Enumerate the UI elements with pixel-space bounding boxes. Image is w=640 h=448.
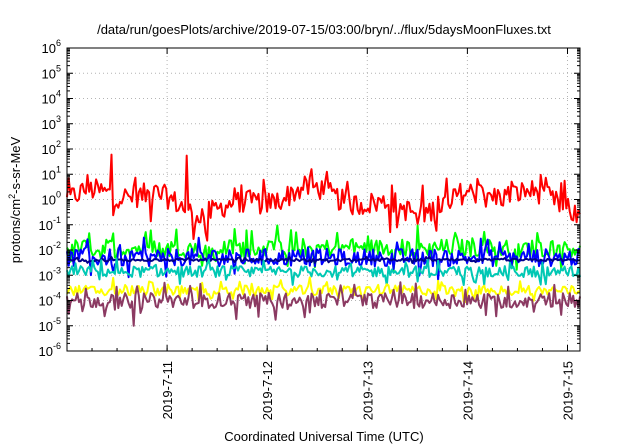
y-tick-label: 10-6: [39, 341, 61, 359]
x-tick-label: 2019-7-12: [260, 361, 275, 420]
series-line: [66, 257, 581, 287]
series-line: [66, 281, 581, 327]
series-line: [66, 153, 581, 242]
y-tick-base: 10: [42, 92, 56, 107]
y-tick-exponent: -4: [53, 291, 61, 301]
y-axis-title-superscript: 2: [7, 194, 17, 199]
y-tick-exponent: 6: [56, 38, 61, 48]
y-tick-base: 10: [42, 41, 56, 56]
y-axis-title-part-1: protons/cm: [8, 199, 23, 263]
y-tick-base: 10: [39, 268, 53, 283]
series-line: [66, 255, 580, 264]
y-tick-base: 10: [39, 294, 53, 309]
y-tick-exponent: 0: [56, 190, 61, 200]
y-tick-label: 10-5: [39, 316, 61, 334]
y-tick-label: 10-1: [39, 215, 61, 233]
y-axis: 10-610-510-410-310-210-11001011021031041…: [39, 38, 580, 359]
y-tick-base: 10: [39, 218, 53, 233]
y-tick-exponent: -1: [53, 215, 61, 225]
x-axis-title: Coordinated Universal Time (UTC): [224, 429, 423, 444]
y-tick-base: 10: [39, 344, 53, 359]
y-tick-label: 10-3: [39, 265, 61, 283]
y-axis-title: protons/cm2-s-sr-MeV: [7, 136, 23, 263]
y-tick-exponent: 3: [56, 114, 61, 124]
x-tick-label: 2019-7-15: [560, 361, 575, 420]
x-tick-label: 2019-7-13: [360, 361, 375, 420]
x-tick-label: 2019-7-14: [460, 361, 475, 420]
x-axis: 2019-7-11 2019-7-12 2019-7-13 2019-7-14 2019…: [66, 48, 575, 420]
y-tick-base: 10: [42, 66, 56, 81]
y-tick-label: 100: [42, 190, 61, 208]
y-tick-label: 102: [42, 139, 61, 157]
series-line: [66, 276, 581, 304]
y-tick-label: 106: [42, 38, 61, 56]
y-tick-label: 104: [42, 89, 61, 107]
series-layer: [66, 153, 581, 327]
y-tick-exponent: 4: [56, 89, 61, 99]
y-tick-exponent: -3: [53, 265, 61, 275]
y-tick-label: 105: [42, 63, 61, 81]
y-tick-base: 10: [42, 193, 56, 208]
series-line: [66, 236, 581, 281]
y-tick-label: 10-4: [39, 291, 61, 309]
y-tick-base: 10: [39, 243, 53, 258]
y-tick-exponent: 2: [56, 139, 61, 149]
y-tick-base: 10: [42, 167, 56, 182]
y-tick-exponent: -2: [53, 240, 61, 250]
y-tick-label: 101: [42, 164, 61, 182]
series-line: [66, 224, 581, 272]
x-tick-label: 2019-7-11: [160, 361, 175, 419]
chart-title: /data/run/goesPlots/archive/2019-07-15/0…: [97, 22, 551, 37]
y-tick-exponent: -6: [53, 341, 61, 351]
y-tick-exponent: -5: [53, 316, 61, 326]
y-tick-base: 10: [42, 142, 56, 157]
y-tick-base: 10: [39, 319, 53, 334]
y-tick-label: 103: [42, 114, 61, 132]
y-tick-exponent: 5: [56, 63, 61, 73]
y-tick-label: 10-2: [39, 240, 61, 258]
y-tick-base: 10: [42, 117, 56, 132]
y-tick-exponent: 1: [56, 164, 61, 174]
y-axis-title-part-2: -s-sr-MeV: [8, 136, 23, 193]
